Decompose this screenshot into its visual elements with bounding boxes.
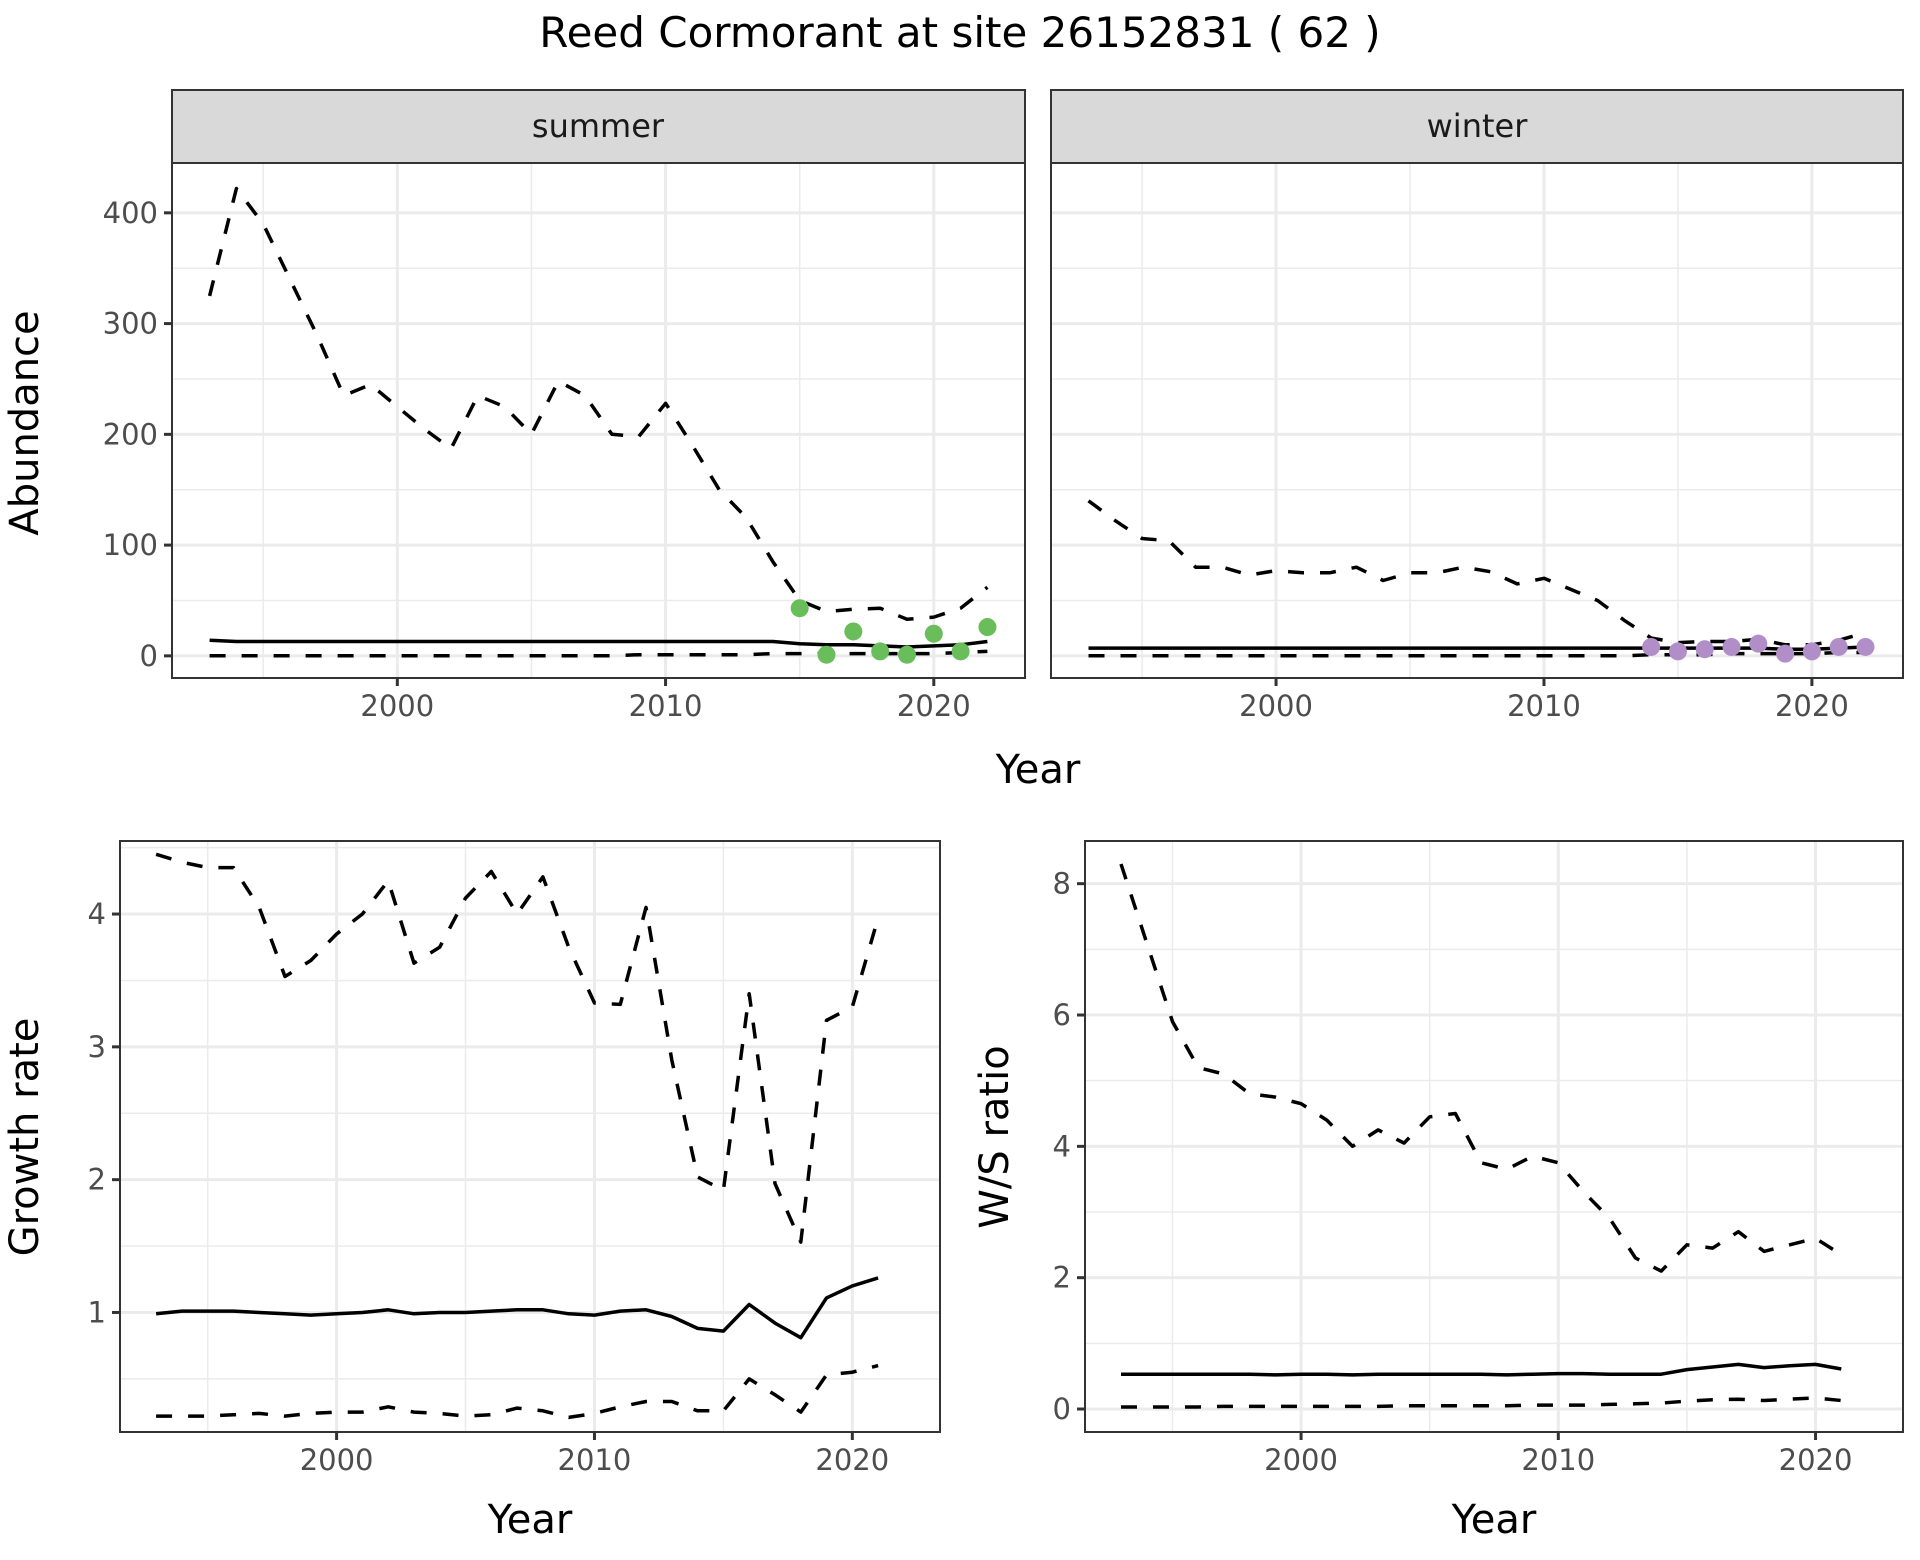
data-point	[790, 599, 809, 618]
data-point	[1722, 637, 1741, 656]
strip-summer	[171, 89, 1026, 164]
x-tick-label: 2010	[558, 1443, 632, 1477]
y-tick-label: 3	[88, 1030, 106, 1064]
strip-winter	[1050, 89, 1904, 164]
series-line-upper	[155, 852, 880, 1244]
x-tick-label: 2010	[1507, 689, 1581, 723]
figure-title: Reed Cormorant at site 26152831 ( 62 )	[539, 8, 1380, 57]
panel-border	[1050, 162, 1904, 679]
panel-border	[119, 840, 941, 1433]
series-line-mean	[1121, 1362, 1842, 1377]
plot-background	[1085, 841, 1903, 1432]
plot-area-summer: 2000 2010 2020 0 100 200 300 400	[103, 162, 1026, 723]
y-tick-label: 2	[88, 1163, 106, 1197]
y-tick-label: 100	[103, 528, 158, 562]
x-tick-label: 2000	[300, 1443, 374, 1477]
plot-area-winter: 2000 2010 2020	[1050, 162, 1904, 723]
plot-background	[120, 841, 940, 1432]
plot-area-ws-ratio: 2000 2010 2020 0 2 4 6 8	[1053, 840, 1904, 1477]
data-point	[1776, 644, 1795, 663]
x-axis-title-growth: Year	[487, 1497, 573, 1543]
y-tick-label: 300	[103, 307, 158, 341]
data-point	[1749, 634, 1768, 653]
y-tick-label: 6	[1053, 998, 1071, 1032]
series-line-upper	[1087, 499, 1866, 647]
data-point	[1642, 637, 1661, 656]
x-tick-label: 2020	[897, 689, 971, 723]
strip-label-summer: summer	[532, 107, 665, 145]
plot-background	[1051, 163, 1903, 678]
x-axis-title-ws-ratio: Year	[1451, 1497, 1537, 1543]
x-tick-label: 2000	[1264, 1443, 1338, 1477]
data-point	[844, 622, 863, 641]
plot-background	[172, 163, 1025, 678]
x-axis-title-top: Year	[995, 747, 1081, 793]
data-point	[1856, 637, 1875, 656]
data-point	[897, 645, 916, 664]
y-tick-label: 4	[88, 897, 106, 931]
x-tick-label: 2020	[1779, 1443, 1853, 1477]
y-tick-label: 4	[1053, 1129, 1071, 1163]
panel-winter: winter 2000 2010 2020	[1050, 89, 1904, 723]
series-line-mean	[155, 1276, 879, 1340]
series-line-mean	[209, 638, 988, 649]
plot-area-growth: 2000 2010 2020 1 2 3 4	[88, 840, 941, 1477]
data-point	[951, 642, 970, 661]
y-axis-title-growth: Growth rate	[2, 1018, 48, 1257]
x-tick-label: 2000	[360, 689, 434, 723]
y-axis-title-abundance: Abundance	[2, 310, 48, 535]
x-tick-label: 2000	[1239, 689, 1313, 723]
y-tick-label: 2	[1053, 1261, 1071, 1295]
data-point	[817, 645, 836, 664]
panel-border	[1084, 840, 1904, 1433]
x-tick-label: 2020	[815, 1443, 889, 1477]
series-line-mean	[1088, 645, 1866, 651]
x-tick-label: 2010	[1521, 1443, 1595, 1477]
panel-border	[171, 162, 1026, 679]
series-line-upper	[1119, 863, 1843, 1273]
data-point	[871, 642, 890, 661]
data-point	[924, 624, 943, 643]
x-tick-label: 2020	[1775, 689, 1849, 723]
strip-label-winter: winter	[1427, 107, 1529, 145]
data-point	[1695, 640, 1714, 659]
series-line-lower	[1121, 1396, 1842, 1409]
panel-summer: summer 2000 2010 2020 0 100 200 300 400	[103, 89, 1026, 723]
y-tick-label: 0	[140, 639, 158, 673]
series-line-lower	[156, 1363, 879, 1420]
series-line-upper	[207, 186, 989, 622]
x-tick-label: 2010	[629, 689, 703, 723]
y-axis-title-ws-ratio: W/S ratio	[972, 1045, 1018, 1228]
y-tick-label: 1	[88, 1295, 106, 1329]
series-line-lower	[209, 649, 988, 658]
y-tick-label: 200	[103, 417, 158, 451]
data-point	[1829, 637, 1848, 656]
data-point	[1668, 642, 1687, 661]
y-tick-label: 0	[1053, 1392, 1071, 1426]
data-point	[978, 618, 997, 637]
y-tick-label: 400	[103, 196, 158, 230]
y-tick-label: 8	[1053, 867, 1071, 901]
data-point	[1802, 642, 1821, 661]
